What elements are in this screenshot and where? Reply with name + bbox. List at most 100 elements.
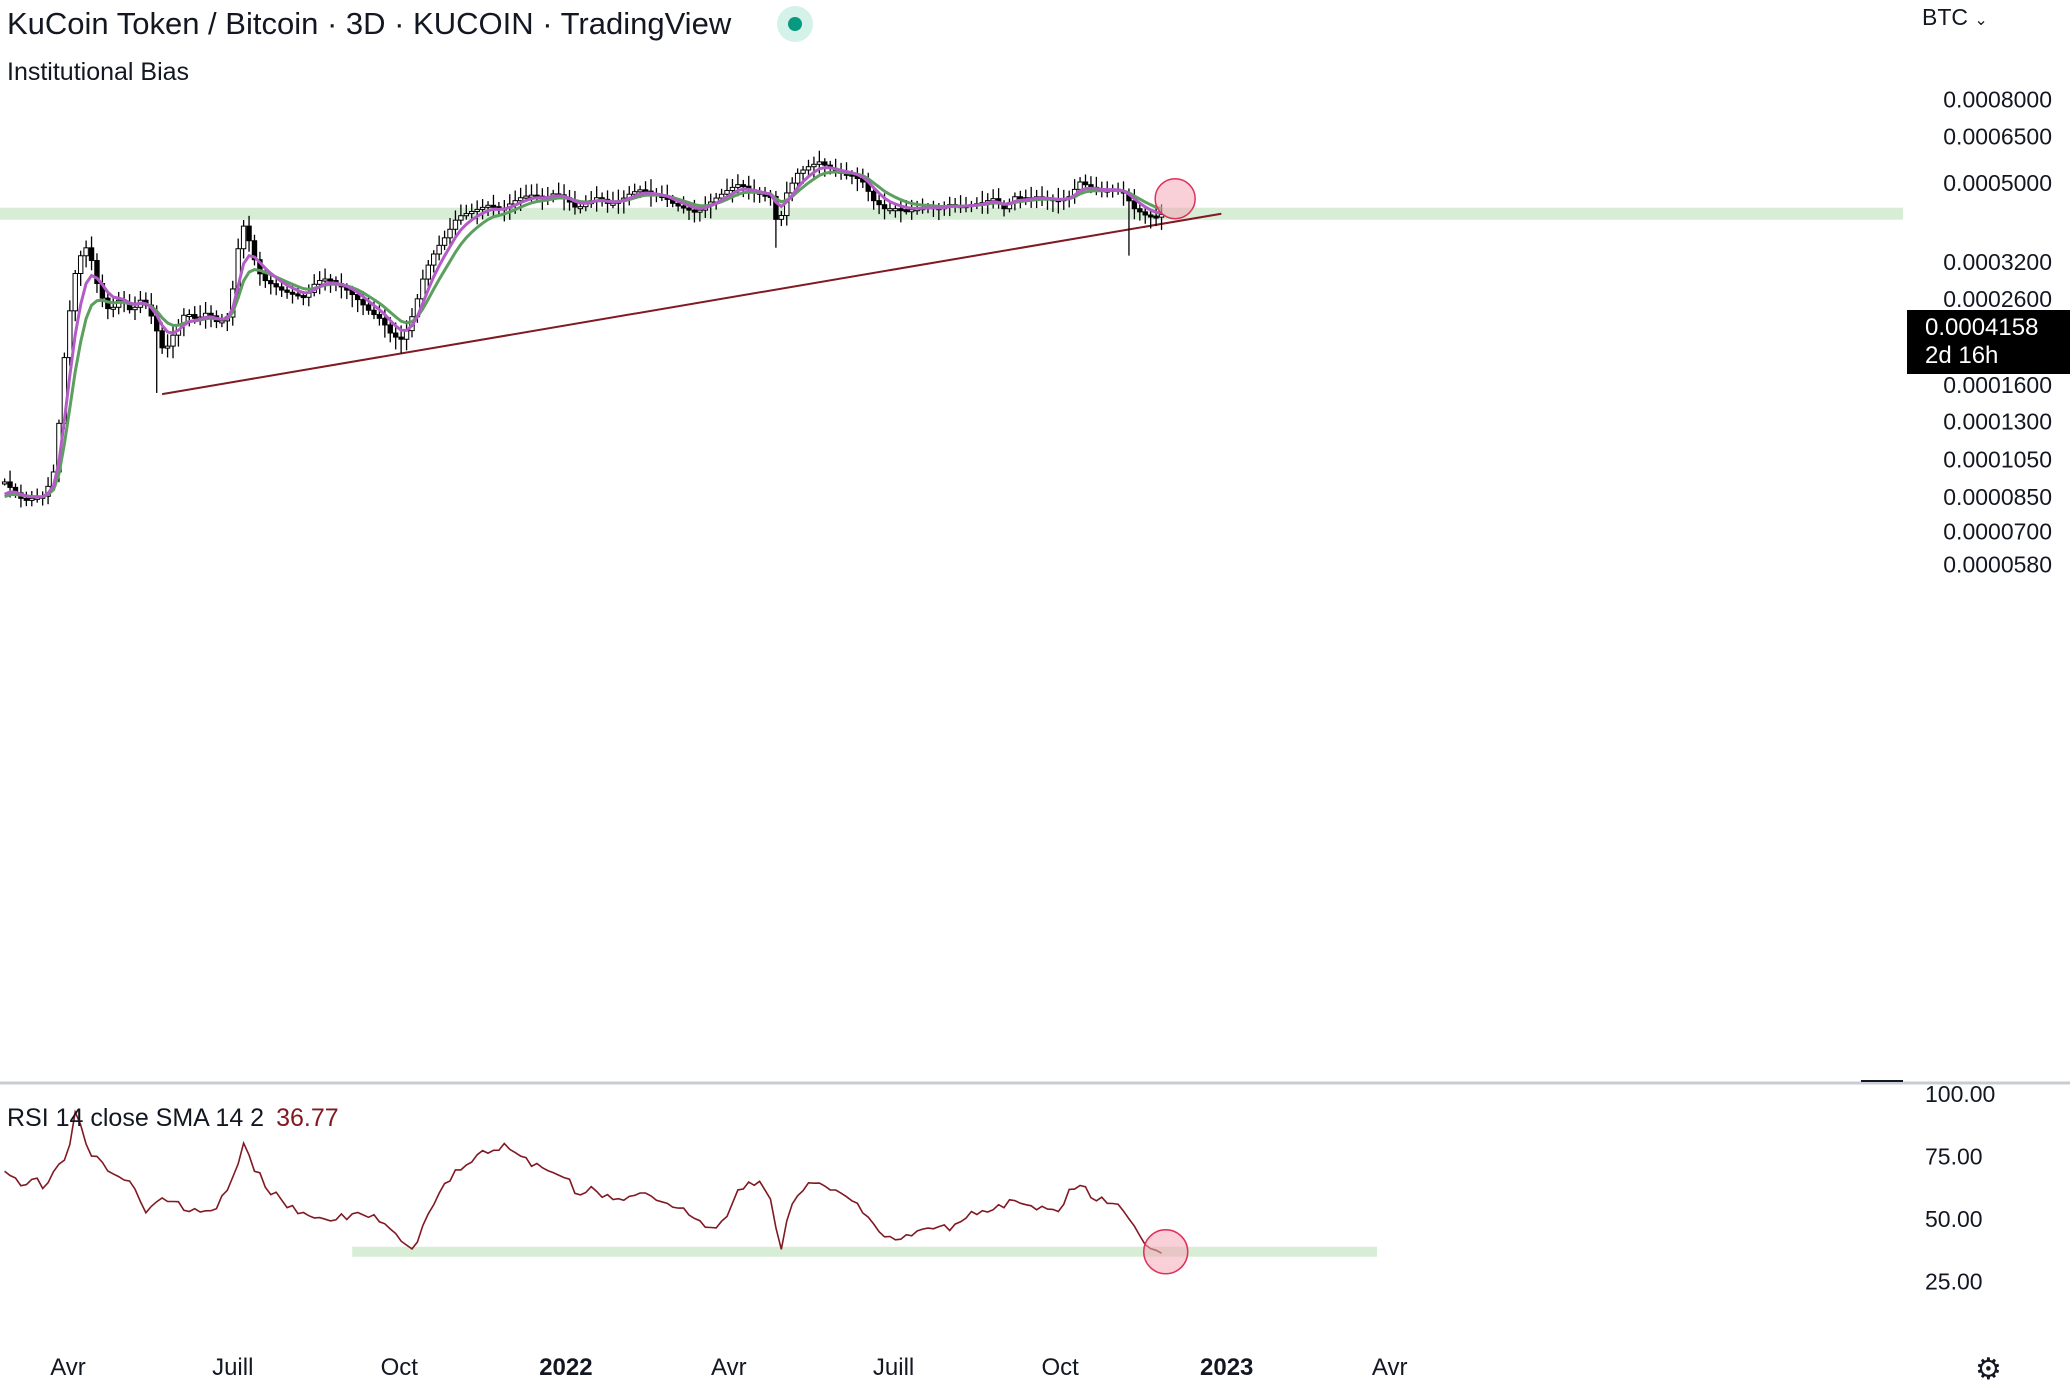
candle-body [1017,196,1024,200]
candle-body [393,332,399,338]
indicator-name[interactable]: Institutional Bias [7,58,190,86]
price-highlight [1154,177,1196,220]
candle-body [354,294,361,301]
candle-body [892,208,899,212]
candle-body [164,345,171,349]
candle-body [637,189,643,193]
candle-body [724,189,730,195]
candle-body [387,324,393,334]
candle-body [289,291,296,295]
candle-body [479,206,486,210]
time-label: Avr [1372,1354,1408,1381]
candle-body [463,213,470,217]
candle-body [1147,214,1154,218]
candle-body [88,247,95,262]
candle-body [805,166,812,171]
time-axis: Avr Juill Oct 2022 Avr Juill Oct 2023 Avr [50,1354,1407,1381]
candle-body [7,481,13,488]
time-label: Avr [711,1354,747,1381]
candle-body [469,210,475,215]
candle-body [898,208,904,212]
price-label: 0.0001050 [1943,447,2052,473]
currency-label: BTC [1922,4,1968,30]
candle-body [132,306,138,311]
candle-body [284,289,290,293]
price-label: 0.0001600 [1943,372,2052,398]
price-label: 0.0005000 [1943,170,2052,196]
support-zone [0,207,1903,220]
candle-body [610,202,616,206]
candle-body [485,204,491,208]
candle-body [376,314,383,319]
candle-body [83,247,89,257]
ema-fast-line [4,166,1162,499]
candle-body [1142,211,1148,216]
price-scale: 0.0008000 0.0006500 0.0005000 0.0003200 0.00… [1943,87,2052,578]
candle-body [881,204,888,210]
trendline [161,212,1222,396]
candle-body [474,208,480,212]
candle-body [300,295,307,299]
gear-icon[interactable]: ⚙ [1975,1353,2002,1386]
candle-body [697,209,703,213]
candle-body [186,314,193,318]
candle-body [110,306,116,310]
market-status-icon[interactable] [777,6,813,42]
price-label: 0.0000580 [1943,552,2052,578]
candle-body [675,202,681,207]
rsi-zone-band [352,1246,1377,1257]
candle-body [447,228,453,239]
candle-body [360,299,366,306]
candle-body [72,272,78,312]
candle-body [577,206,584,210]
rsi-legend-label: RSI 14 close SMA 14 2 [7,1104,265,1132]
candle-body [517,197,524,202]
chevron-down-icon: ⌄ [1974,12,1988,29]
candle-body [631,191,638,195]
candle-body [680,205,687,209]
time-label: 2023 [1200,1354,1253,1381]
candle-body [729,186,736,191]
candle-body [1131,200,1138,210]
price-label: 0.0008000 [1943,87,2052,113]
rsi-scale-label: 50.00 [1925,1206,1983,1232]
price-label: 0.0000700 [1943,518,2052,544]
market-status-dot [788,17,802,31]
price-label: 0.0001300 [1943,409,2052,435]
candle-body [735,184,741,188]
candle-body [908,209,915,213]
rsi-legend-value: 36.77 [276,1104,339,1132]
price-highlight-circle [1154,177,1196,220]
candle-body [192,314,198,319]
last-price-tag: 0.0004158 2d 16h [1907,310,2070,374]
candle-body [903,209,909,213]
candle-body [1153,215,1159,219]
candle-body [262,273,269,282]
last-price-value: 0.0004158 [1925,314,2039,341]
price-label: 0.0000850 [1943,484,2052,510]
bar-countdown: 2d 16h [1925,342,1999,369]
rsi-scale-label: 75.00 [1925,1144,1983,1170]
time-label: Juill [212,1354,253,1381]
support-zone-band [0,207,1903,220]
time-label: Avr [50,1354,86,1381]
candle-body [1137,208,1143,213]
candle-body [246,225,252,242]
candle-body [691,209,698,213]
time-label: 2022 [539,1354,592,1381]
candle-body [425,264,431,280]
candle-body [170,334,176,347]
currency-selector[interactable]: BTC ⌄ [1922,4,1988,31]
candle-body [251,240,258,261]
candle-body [431,253,437,266]
candle-body [436,244,442,255]
rsi-scale-label: 100.00 [1925,1081,1995,1107]
time-label: Oct [381,1354,419,1381]
rsi-legend[interactable]: RSI 14 close SMA 14 2 36.77 [7,1104,339,1133]
candle-body [718,193,725,199]
candle-body [458,215,464,221]
candle-body [887,208,893,212]
candle-body [268,280,274,285]
rsi-line [4,1109,1162,1254]
